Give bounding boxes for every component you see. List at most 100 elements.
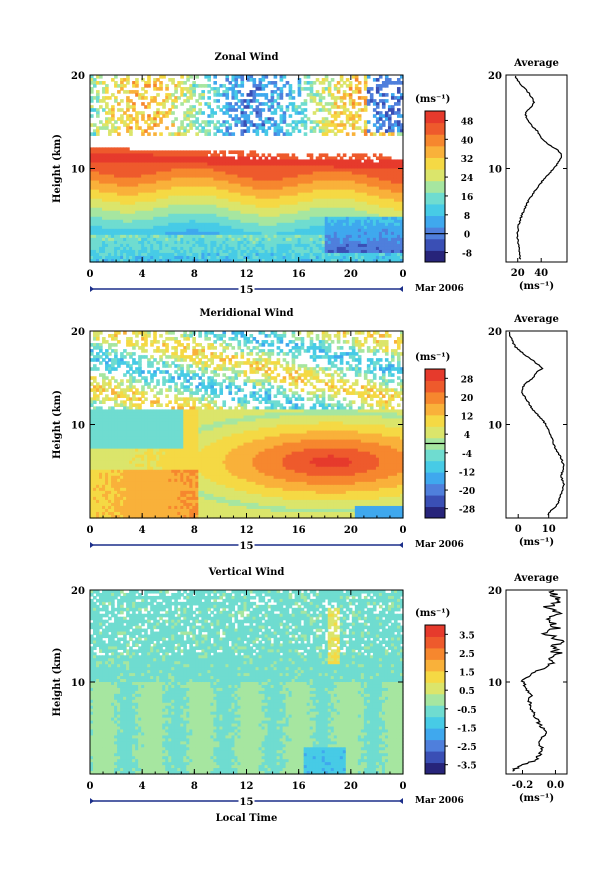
heat-cell bbox=[204, 75, 208, 79]
heat-cell bbox=[90, 249, 94, 254]
heat-cell bbox=[192, 153, 196, 158]
heat-cell bbox=[192, 219, 196, 224]
heat-cell bbox=[126, 255, 130, 260]
heat-cell bbox=[258, 180, 263, 185]
heat-cell bbox=[195, 198, 199, 203]
heat-cell bbox=[207, 150, 211, 155]
heat-cell bbox=[171, 78, 175, 82]
heat-cell bbox=[240, 201, 245, 206]
heat-cell bbox=[261, 75, 266, 79]
heat-cell bbox=[258, 78, 263, 82]
heat-cell bbox=[153, 207, 157, 212]
heat-cell bbox=[246, 120, 251, 124]
colorbar-tick-label: 40 bbox=[461, 136, 474, 146]
heat-cell bbox=[267, 228, 272, 233]
heat-cell bbox=[129, 186, 133, 191]
heat-cell bbox=[156, 168, 160, 173]
heat-cell bbox=[228, 108, 233, 112]
heat-cell bbox=[174, 219, 178, 224]
heat-cell bbox=[111, 207, 115, 212]
heat-cell bbox=[258, 162, 263, 167]
heat-cell bbox=[120, 108, 124, 112]
heat-cell bbox=[129, 129, 133, 133]
heat-cell bbox=[195, 204, 199, 209]
heat-cell bbox=[117, 90, 121, 94]
heat-cell bbox=[186, 192, 190, 197]
heat-cell bbox=[165, 210, 169, 215]
heat-cell bbox=[144, 195, 148, 200]
heat-cell bbox=[162, 222, 166, 227]
heat-cell bbox=[111, 252, 115, 257]
heat-cell bbox=[123, 84, 127, 88]
heat-cell bbox=[120, 171, 124, 176]
heat-cell bbox=[150, 96, 154, 100]
heat-cell bbox=[153, 222, 157, 227]
heat-cell bbox=[171, 204, 175, 209]
heat-cell bbox=[240, 252, 245, 257]
heat-cell bbox=[189, 198, 193, 203]
heat-cell bbox=[141, 93, 145, 97]
heat-cell bbox=[153, 186, 157, 191]
heat-cell bbox=[153, 216, 157, 221]
heat-cell bbox=[231, 183, 236, 188]
heat-cell bbox=[267, 168, 272, 173]
heat-cell bbox=[129, 105, 133, 109]
heat-cell bbox=[147, 219, 151, 224]
heat-cell bbox=[237, 84, 242, 88]
heat-cell bbox=[219, 183, 224, 188]
heat-cell bbox=[126, 147, 130, 152]
heat-cell bbox=[141, 219, 145, 224]
heat-cell bbox=[159, 150, 163, 155]
heat-cell bbox=[201, 120, 205, 124]
heat-cell bbox=[225, 249, 230, 254]
heat-cell bbox=[267, 117, 272, 121]
heat-cell bbox=[117, 234, 121, 239]
heat-cell bbox=[207, 177, 211, 182]
heat-cell bbox=[141, 177, 145, 182]
heat-cell bbox=[264, 219, 269, 224]
heat-cell bbox=[213, 204, 217, 209]
heat-cell bbox=[111, 147, 115, 152]
heat-cell bbox=[186, 171, 190, 176]
heat-cell bbox=[156, 123, 160, 127]
heat-cell bbox=[174, 204, 178, 209]
heat-cell bbox=[126, 192, 130, 197]
heat-cell bbox=[138, 210, 142, 215]
heat-cell bbox=[270, 228, 275, 233]
heat-cell bbox=[144, 150, 148, 155]
heat-cell bbox=[219, 180, 224, 185]
heat-cell bbox=[153, 195, 157, 200]
heat-cell bbox=[141, 210, 145, 215]
heat-cell bbox=[225, 165, 230, 170]
heat-cell bbox=[90, 177, 94, 182]
heat-cell bbox=[93, 240, 97, 245]
heat-cell bbox=[243, 180, 248, 185]
heat-cell bbox=[156, 222, 160, 227]
heat-cell bbox=[267, 225, 272, 230]
heat-cell bbox=[168, 162, 172, 167]
heat-cell bbox=[99, 177, 103, 182]
heat-cell bbox=[168, 258, 172, 263]
heat-cell bbox=[90, 123, 94, 127]
heat-cell bbox=[258, 234, 263, 239]
heat-cell bbox=[114, 126, 118, 130]
heat-cell bbox=[99, 195, 103, 200]
heat-cell bbox=[141, 132, 145, 136]
heat-cell bbox=[249, 246, 254, 251]
heat-cell bbox=[264, 165, 269, 170]
heat-cell bbox=[195, 153, 199, 158]
heat-cell bbox=[255, 225, 260, 230]
heat-cell bbox=[213, 159, 217, 164]
heat-cell bbox=[90, 234, 94, 239]
heat-cell bbox=[144, 156, 148, 161]
heat-cell bbox=[258, 237, 263, 242]
heat-cell bbox=[183, 195, 187, 200]
heat-cell bbox=[255, 186, 260, 191]
heat-cell bbox=[90, 96, 94, 100]
heat-cell bbox=[138, 126, 142, 130]
heat-cell bbox=[216, 246, 221, 251]
heat-cell bbox=[267, 186, 272, 191]
heat-cell bbox=[267, 99, 272, 103]
heat-cell bbox=[249, 90, 254, 94]
heat-cell bbox=[93, 84, 97, 88]
